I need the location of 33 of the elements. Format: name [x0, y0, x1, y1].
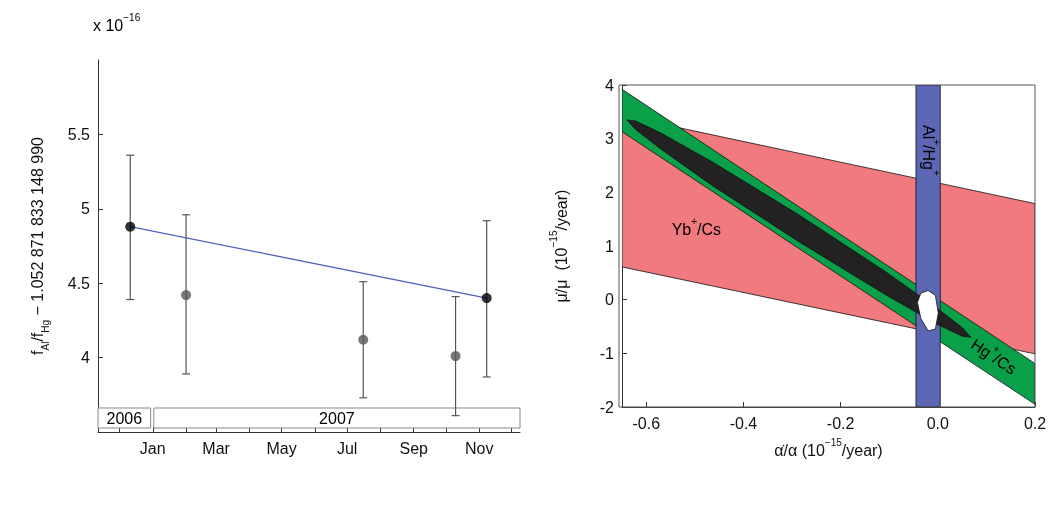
- x-tick-label: Sep: [399, 439, 429, 457]
- y-tick-label: 4: [81, 349, 91, 367]
- x-tick-label: Mar: [202, 439, 231, 457]
- y-tick-label: 0: [605, 291, 615, 309]
- y-tick-label: 2: [605, 183, 615, 201]
- y-tick-label: -1: [599, 344, 615, 362]
- band-label: 2006: [106, 409, 143, 427]
- x-tick-label: Jan: [139, 439, 166, 457]
- x-tick-label: -0.4: [729, 414, 758, 432]
- y-tick-label: 4: [605, 76, 615, 94]
- x-tick-label: Nov: [464, 439, 494, 457]
- y-axis-title: fAl/fHg − 1.052 871 833 148 990: [28, 136, 51, 355]
- x-tick-label: Jul: [336, 439, 358, 457]
- y-tick-label: 4.5: [67, 274, 91, 292]
- band-label: Al+/Hg+: [919, 125, 942, 176]
- y-tick-label: -2: [599, 398, 615, 416]
- x-tick-label: 0.2: [1023, 414, 1047, 432]
- y-axis-title: μ̇/μ (10−15/year): [547, 189, 570, 303]
- x-tick-label: May: [266, 439, 297, 457]
- band-label: 2007: [319, 409, 355, 427]
- x-tick-label: -0.6: [632, 414, 661, 432]
- x-tick-label: -0.2: [826, 414, 855, 432]
- point: [181, 290, 192, 301]
- annotation: Yb+/Cs: [671, 216, 722, 239]
- point: [450, 351, 461, 362]
- y-tick-label: 3: [605, 130, 615, 148]
- point: [125, 221, 136, 232]
- x-tick-label: 0.0: [926, 414, 950, 432]
- y-tick-label: 5.5: [67, 125, 91, 143]
- y-tick-label: 1: [605, 237, 615, 255]
- point: [358, 334, 369, 345]
- y-tick-label: 5: [81, 200, 91, 218]
- point: [481, 293, 492, 304]
